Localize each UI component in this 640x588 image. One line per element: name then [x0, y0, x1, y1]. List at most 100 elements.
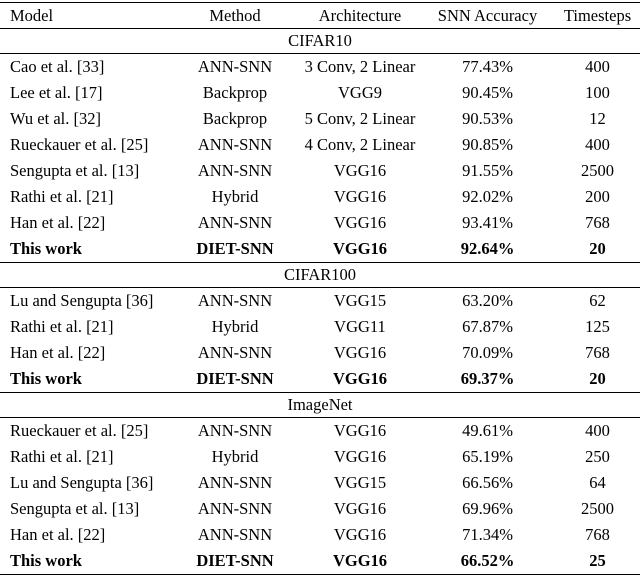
cell-method: ANN-SNN	[197, 161, 273, 180]
cell-timesteps: 768	[585, 343, 610, 362]
cell-method: Hybrid	[211, 187, 259, 206]
cell-accuracy: 90.53%	[462, 109, 513, 128]
table-row: This work DIET-SNN VGG16 69.37% 20	[0, 366, 640, 393]
cell-timesteps: 62	[589, 291, 606, 310]
table-row: Rathi et al. [21] Hybrid VGG16 65.19% 250	[0, 444, 640, 470]
cell-architecture: VGG9	[338, 83, 382, 102]
cell-method: ANN-SNN	[197, 473, 273, 492]
cell-architecture: VGG16	[333, 343, 387, 362]
cell-architecture: VGG16	[333, 447, 387, 466]
cell-timesteps: 2500	[581, 499, 614, 518]
cell-model: Lu and Sengupta [36]	[10, 473, 154, 492]
cell-method: DIET-SNN	[196, 551, 274, 570]
section-title: ImageNet	[287, 395, 353, 414]
cell-accuracy: 91.55%	[462, 161, 513, 180]
table-row: This work DIET-SNN VGG16 92.64% 20	[0, 236, 640, 263]
table-row: This work DIET-SNN VGG16 66.52% 25	[0, 548, 640, 575]
table-row: Rathi et al. [21] Hybrid VGG11 67.87% 125	[0, 314, 640, 340]
cell-architecture: 3 Conv, 2 Linear	[304, 57, 416, 76]
cell-architecture: VGG15	[333, 473, 387, 492]
cell-architecture: VGG16	[332, 239, 388, 258]
cell-method: ANN-SNN	[197, 525, 273, 544]
cell-model: Rueckauer et al. [25]	[10, 135, 149, 154]
table-row: Sengupta et al. [13] ANN-SNN VGG16 91.55% 25…	[0, 158, 640, 184]
cell-method: ANN-SNN	[197, 343, 273, 362]
table-row: Lu and Sengupta [36] ANN-SNN VGG15 66.56% 64	[0, 470, 640, 496]
cell-method: DIET-SNN	[196, 369, 274, 388]
cell-model: Lu and Sengupta [36]	[10, 291, 154, 310]
cell-method: DIET-SNN	[196, 239, 274, 258]
cell-model: Rathi et al. [21]	[10, 447, 114, 466]
column-header-snn-accuracy: SNN Accuracy	[437, 5, 538, 25]
cell-architecture: VGG16	[333, 499, 387, 518]
cell-timesteps: 768	[585, 525, 610, 544]
table-row: Wu et al. [32] Backprop 5 Conv, 2 Linear 90…	[0, 106, 640, 132]
cell-timesteps: 100	[585, 83, 610, 102]
section-header-cifar10: CIFAR10	[0, 28, 640, 54]
table-row: Sengupta et al. [13] ANN-SNN VGG16 69.96% 25…	[0, 496, 640, 522]
table-row: Rathi et al. [21] Hybrid VGG16 92.02% 200	[0, 184, 640, 210]
cell-architecture: VGG16	[333, 187, 387, 206]
cell-timesteps: 2500	[581, 161, 614, 180]
cell-architecture: VGG16	[333, 213, 387, 232]
cell-accuracy: 63.20%	[462, 291, 513, 310]
table-row: Rueckauer et al. [25] ANN-SNN 4 Conv, 2 Li…	[0, 132, 640, 158]
column-header-timesteps: Timesteps	[563, 5, 632, 25]
cell-model: Lee et al. [17]	[10, 83, 103, 102]
cell-architecture: VGG16	[333, 525, 387, 544]
cell-accuracy: 67.87%	[462, 317, 513, 336]
cell-method: Hybrid	[211, 447, 259, 466]
cell-model: Rathi et al. [21]	[10, 317, 114, 336]
cell-model: Han et al. [22]	[10, 343, 106, 362]
section-title: CIFAR100	[283, 265, 357, 284]
cell-timesteps: 125	[585, 317, 610, 336]
cell-accuracy: 69.37%	[460, 369, 515, 388]
cell-timesteps: 20	[589, 239, 606, 258]
cell-timesteps: 250	[585, 447, 610, 466]
cell-accuracy: 71.34%	[462, 525, 513, 544]
cell-model: This work	[10, 369, 82, 388]
cell-model: Wu et al. [32]	[10, 109, 101, 128]
table-row: Lu and Sengupta [36] ANN-SNN VGG15 63.20% 62	[0, 288, 640, 315]
table-row: Han et al. [22] ANN-SNN VGG16 93.41% 768	[0, 210, 640, 236]
cell-accuracy: 93.41%	[462, 213, 513, 232]
cell-accuracy: 92.64%	[460, 239, 515, 258]
cell-architecture: VGG16	[333, 161, 387, 180]
section-header-cifar100: CIFAR100	[0, 262, 640, 288]
cell-timesteps: 12	[589, 109, 606, 128]
cell-architecture: VGG16	[332, 369, 388, 388]
results-table-body: CIFAR10 Cao et al. [33] ANN-SNN 3 Conv, 2 L…	[0, 28, 640, 575]
cell-timesteps: 20	[589, 369, 606, 388]
cell-timesteps: 25	[589, 551, 606, 570]
table-header-row: Model Method Architecture SNN Accuracy T…	[0, 3, 640, 29]
cell-accuracy: 66.56%	[462, 473, 513, 492]
cell-method: ANN-SNN	[197, 57, 273, 76]
cell-model: Sengupta et al. [13]	[10, 161, 140, 180]
cell-method: Backprop	[202, 109, 268, 128]
cell-model: This work	[10, 239, 82, 258]
cell-model: Cao et al. [33]	[10, 57, 105, 76]
column-header-method: Method	[209, 5, 261, 25]
cell-model: Han et al. [22]	[10, 213, 106, 232]
cell-accuracy: 65.19%	[462, 447, 513, 466]
cell-timesteps: 200	[585, 187, 610, 206]
results-table: Model Method Architecture SNN Accuracy T…	[0, 2, 640, 575]
table-row: Cao et al. [33] ANN-SNN 3 Conv, 2 Linear 77…	[0, 54, 640, 81]
cell-timesteps: 400	[585, 135, 610, 154]
cell-method: ANN-SNN	[197, 213, 273, 232]
cell-model: Han et al. [22]	[10, 525, 106, 544]
column-header-model: Model	[10, 5, 54, 25]
cell-accuracy: 90.45%	[462, 83, 513, 102]
cell-method: ANN-SNN	[197, 291, 273, 310]
section-title: CIFAR10	[288, 31, 352, 50]
cell-method: ANN-SNN	[197, 135, 273, 154]
section-header-imagenet: ImageNet	[0, 392, 640, 418]
cell-method: Backprop	[202, 83, 268, 102]
cell-model: Rueckauer et al. [25]	[10, 421, 149, 440]
cell-timesteps: 400	[585, 57, 610, 76]
table-row: Han et al. [22] ANN-SNN VGG16 70.09% 768	[0, 340, 640, 366]
cell-timesteps: 64	[589, 473, 606, 492]
table-row: Lee et al. [17] Backprop VGG9 90.45% 100	[0, 80, 640, 106]
cell-accuracy: 49.61%	[462, 421, 513, 440]
cell-timesteps: 768	[585, 213, 610, 232]
